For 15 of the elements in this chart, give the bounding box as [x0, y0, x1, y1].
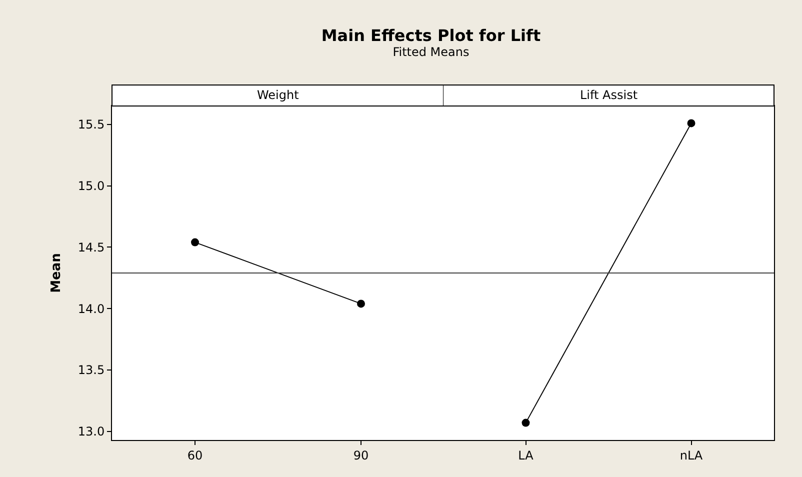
- x-tick-label: 60: [187, 448, 203, 462]
- chart-subtitle: Fitted Means: [392, 45, 470, 60]
- x-axis-title: Lift Assist: [580, 88, 638, 102]
- x-axis-title: Weight: [257, 88, 300, 102]
- x-tick-label: 90: [353, 448, 369, 462]
- x-tick-label: LA: [518, 448, 534, 462]
- y-tick-label: 15.5: [78, 118, 105, 132]
- y-tick-label: 14.5: [78, 240, 105, 254]
- chart-title: Main Effects Plot for Lift: [320, 26, 542, 45]
- y-tick-label: 13.0: [78, 424, 105, 439]
- x-tick-label: nLA: [680, 448, 704, 462]
- y-tick-label: 13.5: [78, 363, 105, 378]
- y-tick-label: 15.0: [78, 179, 105, 194]
- y-axis-title: Mean: [48, 253, 64, 293]
- y-tick-label: 14.0: [78, 302, 105, 316]
